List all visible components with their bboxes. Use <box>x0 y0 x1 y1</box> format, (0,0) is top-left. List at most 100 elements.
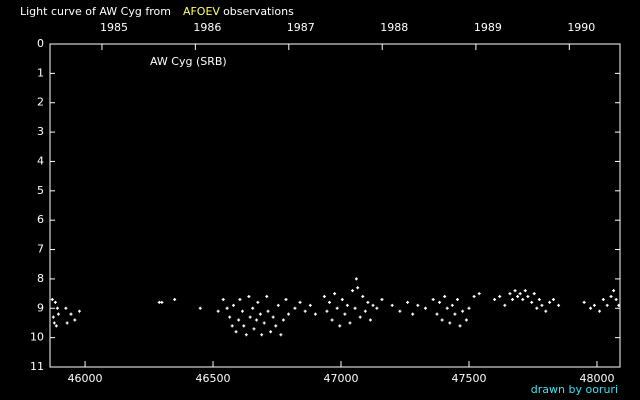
data-point <box>532 292 536 296</box>
data-point <box>513 289 517 293</box>
data-point <box>617 303 621 307</box>
y-tick-label: 10 <box>30 331 44 344</box>
x2-tick-label: 1989 <box>474 21 502 34</box>
data-point <box>274 324 278 328</box>
data-point <box>511 297 515 301</box>
x-tick-label: 48000 <box>579 372 614 385</box>
title-source: AFOEV <box>183 5 220 18</box>
data-point <box>216 309 220 313</box>
data-point <box>503 303 507 307</box>
data-point <box>52 321 56 325</box>
data-point <box>69 312 73 316</box>
data-point <box>523 289 527 293</box>
data-point <box>244 333 248 337</box>
data-point <box>242 324 246 328</box>
data-point <box>540 303 544 307</box>
data-point <box>330 318 334 322</box>
data-point <box>325 309 329 313</box>
data-point <box>281 318 285 322</box>
data-point <box>458 324 462 328</box>
data-point <box>221 297 225 301</box>
data-point <box>530 300 534 304</box>
data-point <box>269 330 273 334</box>
data-point <box>308 303 312 307</box>
data-point <box>461 309 465 313</box>
data-point <box>287 312 291 316</box>
data-point <box>198 306 202 310</box>
credit: drawn by ooruri <box>531 383 618 396</box>
data-point <box>440 318 444 322</box>
data-point <box>284 297 288 301</box>
y-tick-label: 5 <box>37 184 44 197</box>
data-point <box>298 300 302 304</box>
data-point <box>518 292 522 296</box>
y-tick-label: 11 <box>30 360 44 373</box>
data-point <box>251 306 255 310</box>
data-point <box>51 315 55 319</box>
data-point <box>230 324 234 328</box>
data-point <box>232 303 236 307</box>
data-point <box>609 295 613 299</box>
y-tick-label: 2 <box>37 96 44 109</box>
chart-title: Light curve of AW Cyg from AFOEV observati… <box>20 5 294 18</box>
x-tick-label: 46500 <box>196 372 231 385</box>
data-point <box>453 312 457 316</box>
y-tick-label: 6 <box>37 213 44 226</box>
data-point <box>477 292 481 296</box>
x-tick-label: 46000 <box>68 372 103 385</box>
data-point <box>343 312 347 316</box>
data-point <box>351 289 355 293</box>
data-point <box>56 312 60 316</box>
data-point <box>516 295 520 299</box>
x2-tick-label: 1987 <box>287 21 315 34</box>
data-point <box>493 297 497 301</box>
data-point <box>258 312 262 316</box>
data-point <box>537 297 541 301</box>
data-point <box>313 312 317 316</box>
y-tick-label: 4 <box>37 154 44 167</box>
data-point <box>464 318 468 322</box>
title-text: Light curve of AW Cyg from <box>20 5 171 18</box>
data-point <box>467 306 471 310</box>
data-point <box>557 303 561 307</box>
data-point <box>521 297 525 301</box>
data-point <box>77 309 81 313</box>
data-point <box>173 297 177 301</box>
data-point <box>271 315 275 319</box>
data-point <box>435 312 439 316</box>
x2-tick-label: 1986 <box>193 21 221 34</box>
x2-tick-label: 1985 <box>100 21 128 34</box>
data-point <box>247 295 251 299</box>
data-point <box>54 324 58 328</box>
y-tick-label: 7 <box>37 243 44 256</box>
data-point <box>582 300 586 304</box>
data-point <box>366 300 370 304</box>
data-point <box>589 306 593 310</box>
data-point <box>354 277 358 281</box>
data-point <box>248 315 252 319</box>
data-point <box>53 300 57 304</box>
y-tick-label: 9 <box>37 301 44 314</box>
data-point <box>601 297 605 301</box>
data-point <box>338 324 342 328</box>
data-point <box>240 309 244 313</box>
data-point <box>526 295 530 299</box>
data-point <box>398 309 402 313</box>
data-point <box>361 295 365 299</box>
data-point <box>390 303 394 307</box>
data-point <box>303 309 307 313</box>
data-point <box>368 318 372 322</box>
data-point <box>406 300 410 304</box>
data-point <box>592 303 596 307</box>
data-point <box>598 309 602 313</box>
data-point <box>508 292 512 296</box>
data-point <box>445 306 449 310</box>
y-tick-label: 8 <box>37 272 44 285</box>
data-point <box>614 297 618 301</box>
data-point <box>262 321 266 325</box>
data-point <box>348 321 352 325</box>
y-tick-label: 3 <box>37 125 44 138</box>
x-tick-label: 47500 <box>451 372 486 385</box>
